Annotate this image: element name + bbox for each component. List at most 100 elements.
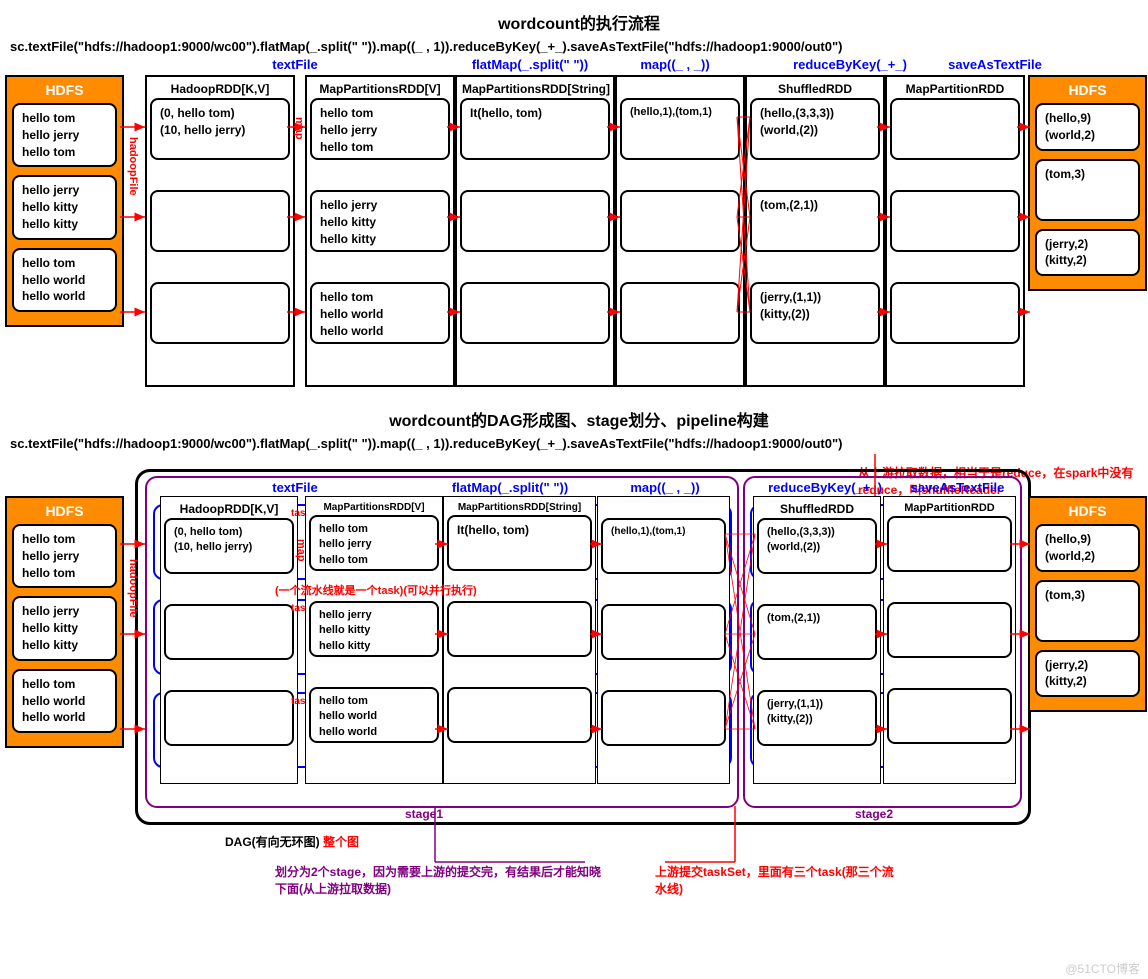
hadoop-r1 <box>150 190 290 252</box>
mp22-title: MapPartitionsRDD[String] <box>447 500 592 515</box>
hdfs2-b0: hello tomhello jerryhello tom <box>12 524 117 588</box>
mp22-r1 <box>447 601 592 657</box>
op2-save: saveAsTextFile <box>900 480 1015 495</box>
mp1-r2: hello tomhello worldhello world <box>310 282 450 344</box>
shuf2-r0: (hello,(3,3,3))(world,(2)) <box>757 518 877 574</box>
op2-textfile: textFile <box>245 480 345 495</box>
note-taskset: 上游提交taskSet，里面有三个task(那三个流水线) <box>655 864 905 898</box>
mp12-r2: hello tomhello worldhello world <box>309 687 439 743</box>
hdfs-title-l2: HDFS <box>12 503 117 519</box>
diagram1: textFile flatMap(_.split(" ")) map((_ , … <box>5 57 1148 397</box>
col-hadoop: HadoopRDD[K,V] (0, hello tom)(10, hello … <box>145 75 295 387</box>
mp1-r0: hello tomhello jerryhello tom <box>310 98 450 160</box>
hdfs-left: HDFS hello tomhello jerryhello tom hello… <box>5 75 124 327</box>
col2-hadoop: HadoopRDD[K,V] (0, hello tom)(10, hello … <box>160 496 298 784</box>
mp2-r1 <box>460 190 610 252</box>
hdfs-left2: HDFS hello tomhello jerryhello tom hello… <box>5 496 124 748</box>
out2-b0: (hello,9)(world,2) <box>1035 524 1140 572</box>
mp2-r0: It(hello, tom) <box>460 98 610 160</box>
hdfs-right2: HDFS (hello,9)(world,2) (tom,3) (jerry,2… <box>1028 496 1147 712</box>
mp22-r2 <box>447 687 592 743</box>
out-b1: (tom,3) <box>1035 159 1140 221</box>
col-mp1: MapPartitionsRDD[V] hello tomhello jerry… <box>305 75 455 387</box>
lbl2-hadoopfile: hadoopFile <box>127 559 139 618</box>
col-shuf: ShuffledRDD (hello,(3,3,3))(world,(2)) (… <box>745 75 885 387</box>
lbl-stage2: stage2 <box>855 806 893 823</box>
shuf2-title: ShuffledRDD <box>757 500 877 518</box>
mp2-r2 <box>460 282 610 344</box>
mpout2-r2 <box>887 688 1012 744</box>
mp12-r1: hello jerryhello kittyhello kitty <box>309 601 439 657</box>
lbl-hadoopfile: hadoopFile <box>127 137 139 196</box>
hdfs-title-l: HDFS <box>12 82 117 98</box>
shuf-r0: (hello,(3,3,3))(world,(2)) <box>750 98 880 160</box>
mp1-title: MapPartitionsRDD[V] <box>310 80 450 98</box>
lbl-dag: DAG(有向无环图) 整个图 <box>225 834 359 851</box>
hadoop-title: HadoopRDD[K,V] <box>150 80 290 98</box>
h2-r1 <box>164 604 294 660</box>
op-reduce: reduceByKey(_+_) <box>775 57 925 72</box>
shuf-title: ShuffledRDD <box>750 80 880 98</box>
out-b2: (jerry,2)(kitty,2) <box>1035 229 1140 277</box>
diagram2: textFile flatMap(_.split(" ")) map((_ , … <box>5 454 1148 924</box>
mpout-title: MapPartitionRDD <box>890 80 1020 98</box>
col-mp2: MapPartitionsRDD[String] It(hello, tom) <box>455 75 615 387</box>
mpout2-r1 <box>887 602 1012 658</box>
mpout-r0 <box>890 98 1020 160</box>
out2-b2: (jerry,2)(kitty,2) <box>1035 650 1140 698</box>
hdfs-title-r: HDFS <box>1035 82 1140 98</box>
col2-mp1: MapPartitionsRDD[V] hello tomhello jerry… <box>305 496 443 784</box>
hdfs-b0: hello tomhello jerryhello tom <box>12 103 117 167</box>
mp32-r1 <box>601 604 726 660</box>
col2-mpout: MapPartitionRDD <box>883 496 1016 784</box>
op2-reduce: reduceByKey(_+_) <box>750 480 900 495</box>
mp32-title <box>601 500 726 518</box>
hdfs2-b1: hello jerryhello kittyhello kitty <box>12 596 117 660</box>
mpout2-r0 <box>887 516 1012 572</box>
mp3-title <box>620 80 740 98</box>
col-mpout: MapPartitionRDD <box>885 75 1025 387</box>
note-stage: 划分为2个stage，因为需要上游的提交完，有结果后才能知晓下面(从上游拉取数据… <box>275 864 605 898</box>
mpout2-title: MapPartitionRDD <box>887 500 1012 516</box>
hdfs-b2: hello tomhello worldhello world <box>12 248 117 312</box>
op2-map: map((_ , _)) <box>615 480 715 495</box>
mp32-r0: (hello,1),(tom,1) <box>601 518 726 574</box>
mp3-r2 <box>620 282 740 344</box>
h2-r2 <box>164 690 294 746</box>
mp22-r0: It(hello, tom) <box>447 515 592 571</box>
code1: sc.textFile("hdfs://hadoop1:9000/wc00").… <box>10 39 1148 54</box>
hdfs-title-r2: HDFS <box>1035 503 1140 519</box>
op-flatmap: flatMap(_.split(" ")) <box>455 57 605 72</box>
h2-r0: (0, hello tom)(10, hello jerry) <box>164 518 294 574</box>
note-pipeline: (一个流水线就是一个task)(可以并行执行) <box>275 584 477 599</box>
mp2-title: MapPartitionsRDD[String] <box>460 80 610 98</box>
out-b0: (hello,9)(world,2) <box>1035 103 1140 151</box>
lbl-map: map <box>293 117 305 140</box>
col2-shuf: ShuffledRDD (hello,(3,3,3))(world,(2)) (… <box>753 496 881 784</box>
h2-title: HadoopRDD[K,V] <box>164 500 294 518</box>
hdfs2-b2: hello tomhello worldhello world <box>12 669 117 733</box>
out2-b1: (tom,3) <box>1035 580 1140 642</box>
lbl-stage1: stage1 <box>405 806 443 823</box>
hadoop-r2 <box>150 282 290 344</box>
shuf-r2: (jerry,(1,1))(kitty,(2)) <box>750 282 880 344</box>
col2-mp3: (hello,1),(tom,1) <box>597 496 730 784</box>
op-save: saveAsTextFile <box>935 57 1055 72</box>
mp32-r2 <box>601 690 726 746</box>
shuf-r1: (tom,(2,1)) <box>750 190 880 252</box>
code2: sc.textFile("hdfs://hadoop1:9000/wc00").… <box>10 436 1148 451</box>
op-textfile: textFile <box>245 57 345 72</box>
hadoop-r0: (0, hello tom)(10, hello jerry) <box>150 98 290 160</box>
col2-mp2: MapPartitionsRDD[String] It(hello, tom) <box>443 496 596 784</box>
shuf2-r2: (jerry,(1,1))(kitty,(2)) <box>757 690 877 746</box>
title1: wordcount的执行流程 <box>5 10 1148 34</box>
watermark: @51CTO博客 <box>1065 960 1140 977</box>
mp3-r0: (hello,1),(tom,1) <box>620 98 740 160</box>
mp12-r0: hello tomhello jerryhello tom <box>309 515 439 571</box>
mp12-title: MapPartitionsRDD[V] <box>309 500 439 515</box>
op-map: map((_ , _)) <box>625 57 725 72</box>
mpout-r1 <box>890 190 1020 252</box>
op2-flatmap: flatMap(_.split(" ")) <box>435 480 585 495</box>
mpout-r2 <box>890 282 1020 344</box>
shuf2-r1: (tom,(2,1)) <box>757 604 877 660</box>
